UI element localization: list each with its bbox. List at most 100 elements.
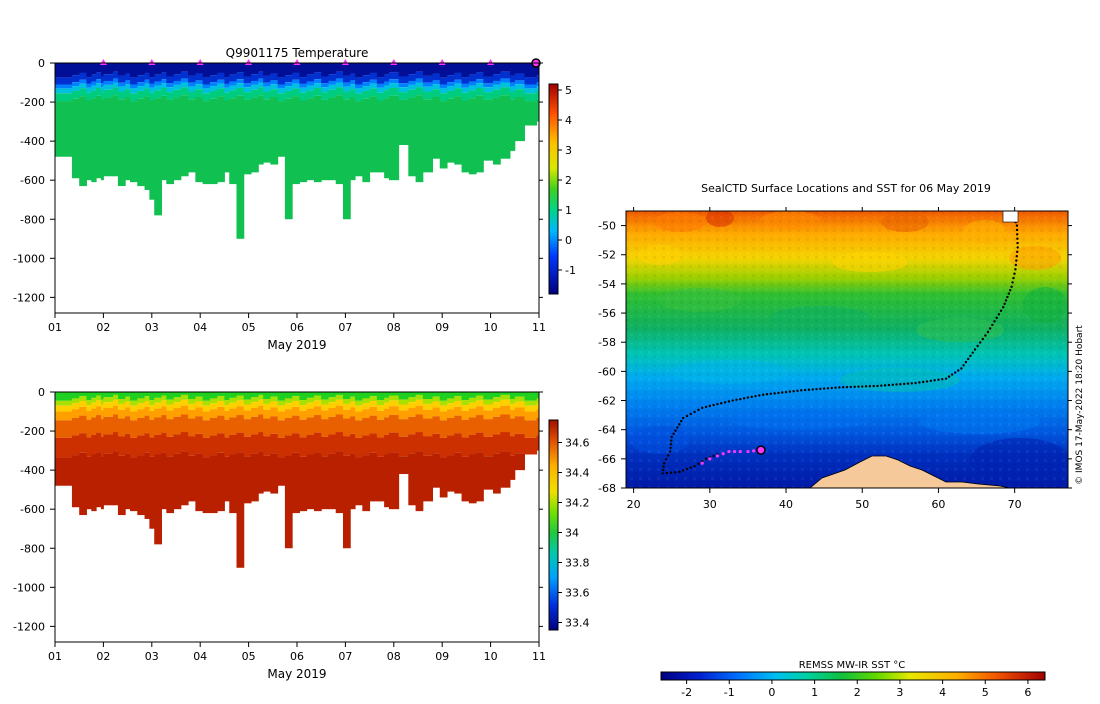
profile-cell [263,455,271,492]
profile-cell [202,392,211,401]
profile-cell [100,63,104,77]
profile-cell [86,100,92,181]
salinity-panel: 01 02 03 04 05 06 07 08 09 10 11 0 -200 -400 -600 -800 -… [13,386,589,681]
profile-cell [415,78,424,83]
profile-cell [292,88,300,97]
profile-cell [313,72,322,80]
profile-cell [209,403,218,410]
profile-cell [86,63,92,78]
profile-cell [173,453,182,510]
profile-cell [113,78,119,83]
track-point [1013,272,1016,275]
profile-cell [398,99,409,146]
profile-cell [388,72,400,80]
profile-cell [376,437,385,457]
profile-cell [432,63,441,74]
track-point [761,393,765,396]
profile-cell [388,83,400,88]
profile-cell [500,87,511,96]
profile-cell [55,420,73,438]
y-tick-label: -200 [20,96,45,109]
profile-cell [493,416,501,435]
profile-cell [476,432,484,453]
profile-cell [243,76,252,84]
profile-cell [55,63,73,78]
profile-cell [342,392,351,400]
profile-cell [243,404,252,411]
profile-cell [328,63,337,75]
profile-cell [313,452,322,512]
profile-cell [321,404,329,411]
profile-cell [55,457,73,486]
profile-cell [79,396,87,401]
track-point [822,387,826,390]
profile-cell [166,87,175,93]
track-point [1009,289,1012,292]
profile-cell [483,399,494,405]
profile-cell [342,99,351,220]
profile-cell [79,406,87,416]
profile-cell [342,75,351,83]
profile-cell [328,392,337,398]
profile-cell [432,84,441,90]
track-point [925,380,929,383]
profile-cell [536,403,539,410]
profile-cell [217,79,225,84]
profile-cell [144,396,150,401]
profile-cell [536,417,539,436]
profile-cell [71,435,80,456]
profile-cell [130,420,138,438]
sst-colorbar-tick-label: 6 [1024,686,1031,699]
track-point [962,364,965,367]
profile-cell [355,93,363,102]
track-point [999,309,1003,312]
profile-cell [524,77,538,85]
x-tick-label: 02 [96,321,110,334]
profile-cell [509,455,516,480]
profile-cell [173,80,182,85]
profile-cell [166,83,175,88]
profile-cell [195,433,204,454]
sst-colorbar [661,672,1045,680]
profile-cell [113,392,119,395]
map-frame [625,210,1069,489]
colorbar-tick-label: 4 [565,114,572,127]
profile-cell [422,91,434,100]
profile-cell [161,88,167,96]
profile-cell [224,92,230,101]
profile-cell [299,63,308,78]
profile-cell [149,400,155,406]
profile-cell [415,71,424,79]
track-point [1016,233,1019,236]
profile-cell [415,451,424,512]
profile-cell [209,75,218,83]
profile-cell [536,98,539,122]
profile-cell [188,392,196,400]
profile-cell [217,63,225,73]
profile-cell [439,411,448,421]
profile-cell [161,83,167,88]
profile-cell [125,433,131,454]
profile-cell [86,400,92,406]
profile-cell [398,410,409,420]
profile-cell [236,79,245,84]
profile-cell [415,414,424,433]
seal-recent-track [700,449,756,465]
profile-cell [398,399,409,405]
profile-cell [369,83,378,89]
profile-cell [130,437,138,458]
profile-cell [342,403,351,410]
track-point [991,323,994,327]
profile-cell [468,397,477,403]
profile-cell [292,400,300,407]
profile-cell [500,432,511,452]
profile-cell [439,392,448,401]
profile-cell [91,85,97,91]
profile-cell [91,417,97,435]
profile-cell [137,398,146,404]
profile-cell [277,400,286,406]
profile-cell [454,406,463,416]
track-point [922,380,925,384]
profile-cell [335,414,344,433]
profile-cell [86,405,92,411]
